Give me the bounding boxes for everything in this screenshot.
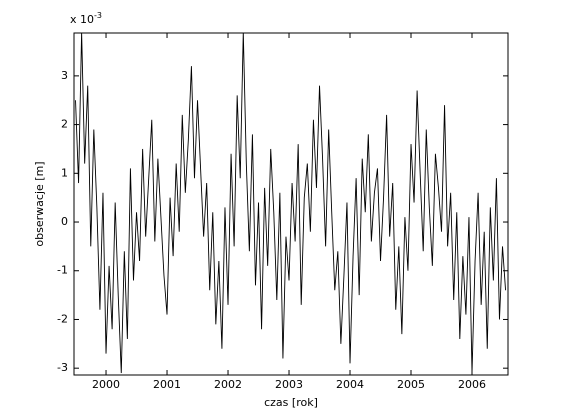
x-tick-label: 2000 <box>92 378 120 391</box>
x-tick-label: 2006 <box>458 378 486 391</box>
x-tick-label: 2003 <box>275 378 303 391</box>
x-axis-label: czas [rok] <box>264 396 318 409</box>
plot-frame <box>73 32 509 376</box>
y-tick-label: -3 <box>57 361 68 374</box>
y-multiplier: x 10-3 <box>70 11 102 27</box>
y-tick-label: 0 <box>61 215 68 228</box>
x-tick-label: 2002 <box>214 378 242 391</box>
x-tick-label: 2004 <box>336 378 364 391</box>
x-tick-label: 2005 <box>397 378 425 391</box>
y-tick-label: 2 <box>61 118 68 131</box>
y-tick-label: -2 <box>57 312 68 325</box>
y-axis-label: obserwacje [m] <box>33 161 46 246</box>
y-tick-label: 1 <box>61 166 68 179</box>
data-line <box>75 33 507 374</box>
y-tick-label: 3 <box>61 69 68 82</box>
y-tick-label: -1 <box>57 264 68 277</box>
x-tick-label: 2001 <box>153 378 181 391</box>
